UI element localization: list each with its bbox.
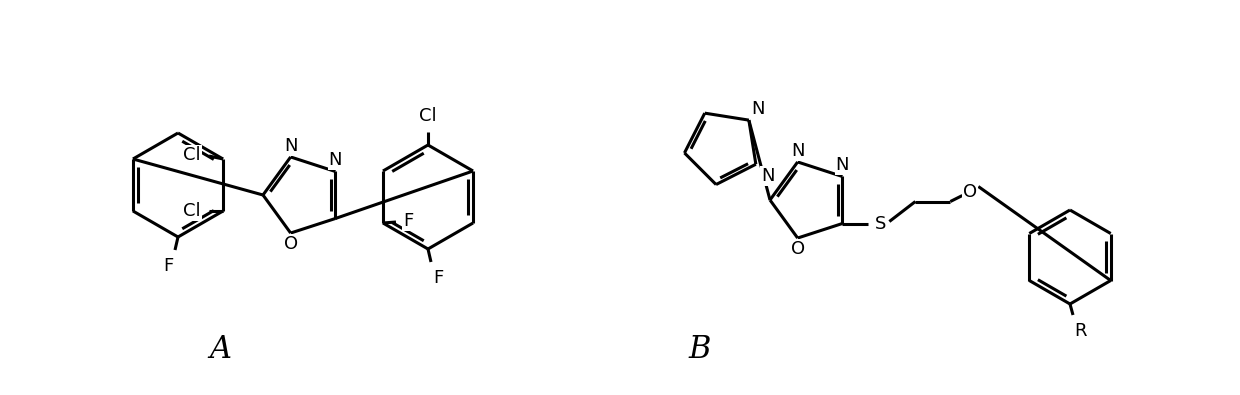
Text: F: F: [433, 269, 443, 287]
Text: O: O: [791, 240, 805, 258]
Text: R: R: [1074, 322, 1086, 340]
Text: A: A: [210, 335, 231, 365]
Text: N: N: [284, 137, 298, 155]
Text: N: N: [791, 142, 805, 160]
Text: B: B: [688, 335, 712, 365]
Text: O: O: [963, 182, 977, 201]
Text: N: N: [329, 152, 342, 169]
Text: F: F: [162, 257, 174, 275]
Text: Cl: Cl: [419, 107, 436, 125]
Text: S: S: [874, 214, 887, 233]
Text: Cl: Cl: [184, 202, 201, 220]
Text: Cl: Cl: [184, 146, 201, 164]
Text: N: N: [836, 156, 849, 175]
Text: O: O: [284, 235, 298, 253]
Text: N: N: [761, 167, 774, 185]
Text: F: F: [403, 212, 413, 230]
Text: N: N: [751, 100, 764, 118]
